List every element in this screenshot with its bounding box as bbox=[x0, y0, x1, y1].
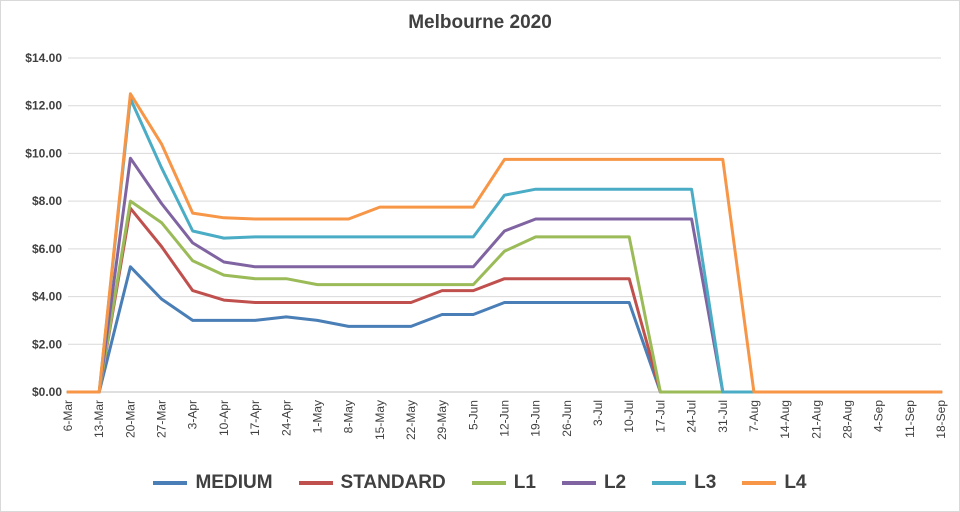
series-line-medium bbox=[66, 265, 943, 394]
x-tick-label: 8-May bbox=[342, 400, 356, 433]
x-tick-label: 10-Jul bbox=[622, 400, 636, 433]
x-axis-ticks: 6-Mar 13-Mar 20-Mar 27-Mar 3-Apr 10-Apr 17-Apr… bbox=[61, 400, 948, 440]
y-tick-label: $2.00 bbox=[32, 337, 62, 351]
series-line-standard bbox=[66, 206, 943, 394]
y-tick-label: $4.00 bbox=[32, 290, 62, 304]
series-lines bbox=[66, 92, 943, 394]
y-tick-label: $0.00 bbox=[32, 385, 62, 399]
legend-label: L4 bbox=[784, 472, 807, 493]
x-tick-label: 12-Jun bbox=[498, 400, 512, 437]
legend-swatch bbox=[471, 481, 506, 485]
x-tick-label: 3-Jul bbox=[591, 400, 605, 426]
x-tick-label: 11-Sep bbox=[903, 400, 917, 438]
x-tick-label: 4-Sep bbox=[872, 400, 886, 432]
legend-swatch bbox=[298, 481, 333, 485]
x-tick-label: 22-May bbox=[404, 400, 418, 440]
legend-swatch bbox=[153, 481, 188, 485]
legend-label: L1 bbox=[513, 472, 536, 493]
x-tick-label: 20-Mar bbox=[123, 400, 137, 438]
x-tick-label: 3-Apr bbox=[186, 400, 200, 429]
x-tick-label: 18-Sep bbox=[934, 400, 948, 439]
y-tick-label: $12.00 bbox=[25, 99, 62, 113]
x-tick-label: 10-Apr bbox=[217, 400, 231, 436]
x-tick-label: 19-Jun bbox=[529, 400, 543, 437]
x-tick-label: 24-Apr bbox=[279, 400, 293, 436]
legend-swatch bbox=[652, 481, 687, 485]
x-tick-label: 13-Mar bbox=[92, 400, 106, 438]
legend-item-l4: L4 bbox=[742, 472, 807, 494]
x-tick-label: 5-Jun bbox=[466, 400, 480, 430]
y-tick-label: $6.00 bbox=[32, 242, 62, 256]
series-line-l2 bbox=[66, 156, 943, 394]
x-tick-label: 24-Jul bbox=[685, 400, 699, 433]
legend-swatch bbox=[561, 481, 596, 485]
legend-item-medium: MEDIUM bbox=[153, 472, 273, 494]
series-line-l4 bbox=[66, 92, 943, 394]
x-tick-label: 17-Jul bbox=[653, 400, 667, 433]
y-axis-ticks: $0.00 $2.00 $4.00 $6.00 $8.00 $10.00 $12.00 $14… bbox=[25, 51, 62, 399]
x-tick-label: 31-Jul bbox=[716, 400, 730, 433]
legend-label: STANDARD bbox=[340, 472, 446, 493]
x-tick-label: 14-Aug bbox=[778, 400, 792, 439]
legend-label: L2 bbox=[603, 472, 627, 493]
legend-item-l2: L2 bbox=[561, 472, 627, 494]
x-tick-label: 6-Mar bbox=[61, 400, 75, 431]
legend-label: MEDIUM bbox=[195, 472, 273, 493]
y-tick-label: $14.00 bbox=[25, 51, 62, 65]
gridlines bbox=[68, 57, 941, 393]
legend-label: L3 bbox=[694, 472, 717, 493]
chart-title: Melbourne 2020 bbox=[408, 12, 552, 33]
legend-swatch bbox=[742, 481, 777, 485]
legend: MEDIUM STANDARD L1 L2 L3 L4 bbox=[0, 472, 960, 494]
legend-item-l3: L3 bbox=[652, 472, 716, 494]
x-tick-label: 7-Aug bbox=[747, 400, 761, 432]
x-tick-label: 27-Mar bbox=[155, 400, 169, 438]
x-tick-label: 26-Jun bbox=[560, 400, 574, 437]
x-tick-label: 29-May bbox=[435, 400, 449, 440]
x-tick-label: 28-Aug bbox=[840, 400, 854, 439]
x-tick-label: 15-May bbox=[373, 400, 387, 440]
x-tick-label: 21-Aug bbox=[809, 400, 823, 439]
x-tick-label: 17-Apr bbox=[248, 400, 262, 436]
x-tick-label: 1-May bbox=[310, 400, 324, 433]
legend-item-l1: L1 bbox=[471, 472, 536, 494]
y-tick-label: $10.00 bbox=[25, 146, 62, 160]
legend-item-standard: STANDARD bbox=[298, 472, 446, 494]
y-tick-label: $8.00 bbox=[32, 194, 62, 208]
